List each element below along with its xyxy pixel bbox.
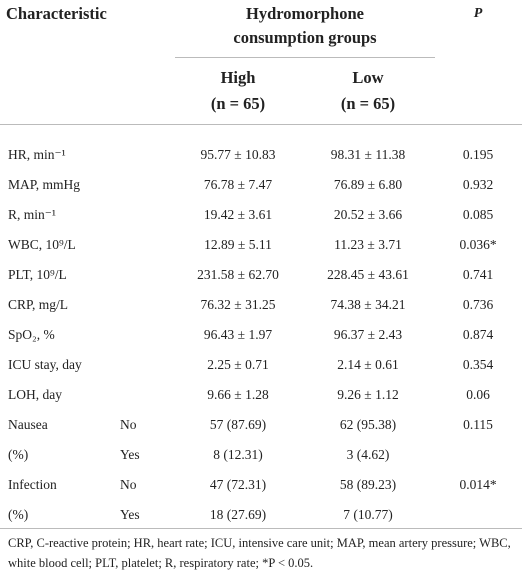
- low-cell: 76.89 ± 6.80: [333, 177, 403, 192]
- column-header: Low: [352, 68, 384, 87]
- high-cell: 57 (87.69): [209, 417, 267, 432]
- row-label: MAP, mmHg: [8, 177, 81, 192]
- column-header: (n = 65): [210, 94, 266, 113]
- p-cell: 0.874: [462, 327, 494, 342]
- high-cell: 2.25 ± 0.71: [207, 357, 269, 372]
- rule: [175, 57, 435, 58]
- p-cell: 0.014*: [459, 477, 497, 492]
- p-cell: 0.741: [462, 267, 494, 282]
- low-cell: 20.52 ± 3.66: [333, 207, 403, 222]
- row-label: LOH, day: [8, 387, 62, 402]
- low-cell: 58 (89.23): [339, 477, 397, 492]
- low-cell: 11.23 ± 3.71: [334, 237, 402, 252]
- high-cell: 19.42 ± 3.61: [203, 207, 273, 222]
- p-cell: 0.736: [462, 297, 494, 312]
- p-cell: 0.195: [462, 147, 494, 162]
- high-cell: 12.89 ± 5.11: [204, 237, 272, 252]
- row-group: No: [120, 417, 137, 432]
- low-cell: 9.26 ± 1.12: [337, 387, 399, 402]
- column-header: (n = 65): [340, 94, 396, 113]
- p-cell: 0.06: [466, 387, 490, 402]
- low-cell: 96.37 ± 2.43: [333, 327, 403, 342]
- p-cell: 0.115: [463, 417, 493, 432]
- low-cell: 2.14 ± 0.61: [337, 357, 399, 372]
- high-cell: 76.32 ± 31.25: [200, 297, 276, 312]
- column-header: P: [473, 6, 483, 21]
- row-label: SpO₂, %: [8, 327, 55, 342]
- row-group: No: [120, 477, 137, 492]
- row-label: ICU stay, day: [8, 357, 82, 372]
- high-cell: 18 (27.69): [209, 507, 267, 522]
- row-label: Infection: [8, 477, 57, 492]
- column-header: Characteristic: [6, 4, 107, 23]
- row-label: CRP, mg/L: [8, 297, 69, 312]
- high-cell: 8 (12.31): [213, 447, 263, 462]
- row-label: (%): [8, 447, 29, 462]
- high-cell: 76.78 ± 7.47: [203, 177, 273, 192]
- p-cell: 0.085: [462, 207, 494, 222]
- row-group: Yes: [120, 447, 140, 462]
- p-cell: 0.354: [462, 357, 494, 372]
- p-cell: 0.036*: [459, 237, 497, 252]
- footnote: CRP, C-reactive protein; HR, heart rate;…: [8, 536, 511, 570]
- low-cell: 3 (4.62): [346, 447, 390, 462]
- low-cell: 228.45 ± 43.61: [327, 267, 409, 282]
- high-cell: 47 (72.31): [209, 477, 267, 492]
- low-cell: 74.38 ± 34.21: [330, 297, 406, 312]
- column-header: High: [220, 68, 256, 87]
- rule: [0, 528, 522, 529]
- low-cell: 98.31 ± 11.38: [330, 147, 406, 162]
- low-cell: 62 (95.38): [339, 417, 397, 432]
- row-label: (%): [8, 507, 29, 522]
- p-cell: 0.932: [462, 177, 494, 192]
- row-label: WBC, 10⁹/L: [8, 237, 76, 252]
- low-cell: 7 (10.77): [343, 507, 393, 522]
- rule: [0, 124, 522, 125]
- row-label: Nausea: [8, 417, 48, 432]
- high-cell: 9.66 ± 1.28: [207, 387, 269, 402]
- group-header: Hydromorphone consumption groups: [233, 4, 377, 47]
- row-group: Yes: [120, 507, 140, 522]
- row-label: R, min⁻¹: [8, 207, 56, 222]
- high-cell: 95.77 ± 10.83: [200, 147, 276, 162]
- row-label: PLT, 10⁹/L: [8, 267, 67, 282]
- row-label: HR, min⁻¹: [8, 147, 66, 162]
- high-cell: 231.58 ± 62.70: [197, 267, 279, 282]
- high-cell: 96.43 ± 1.97: [203, 327, 273, 342]
